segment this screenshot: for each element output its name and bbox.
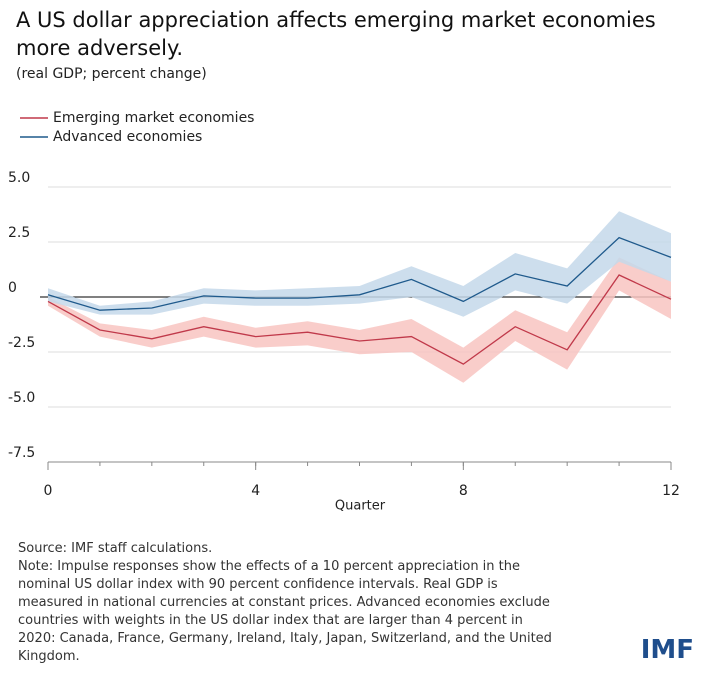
confidence-band (48, 211, 671, 317)
legend-label: Advanced economies (53, 129, 202, 145)
line (47, 274, 672, 365)
chart-subtitle: (real GDP; percent change) (16, 66, 207, 82)
y-tick-label: 2.5 (8, 225, 30, 241)
y-tick-label: 0 (8, 280, 17, 296)
notes: Source: IMF staff calculations. Note: Im… (18, 540, 563, 666)
logo: IMF (640, 635, 694, 665)
note: Note: Impulse responses show the effects… (18, 559, 552, 664)
legend-label: Emerging market economies (53, 110, 254, 126)
chart-title: A US dollar appreciation affects emergin… (16, 8, 656, 60)
x-tick-label: 8 (459, 483, 468, 499)
y-tick-label: 5.0 (8, 170, 30, 186)
y-tick-label: -2.5 (8, 335, 35, 351)
line (47, 236, 672, 311)
source: Source: IMF staff calculations. (18, 541, 213, 556)
y-tick-label: -5.0 (8, 390, 35, 406)
y-tick-label: -7.5 (8, 445, 35, 461)
x-tick-label: 0 (44, 483, 53, 499)
x-axis-label: Quarter (335, 499, 386, 514)
x-tick-label: 12 (662, 483, 680, 499)
x-tick-label: 4 (251, 483, 260, 499)
